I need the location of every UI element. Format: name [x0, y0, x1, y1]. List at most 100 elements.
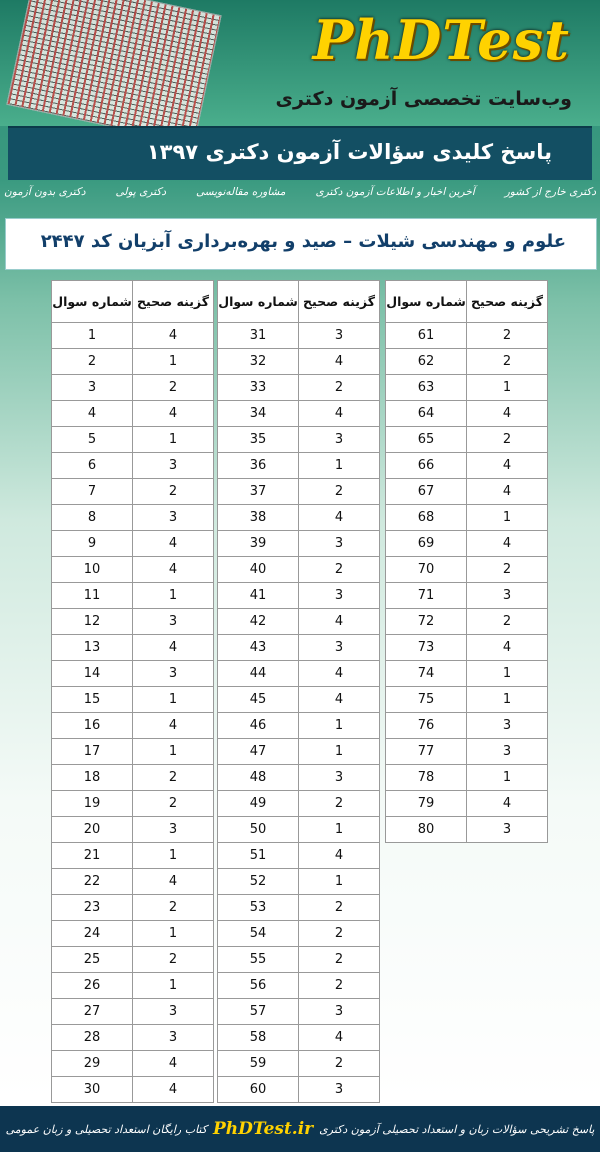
number-cell: 19	[51, 790, 133, 817]
number-cell: 36	[217, 452, 299, 479]
number-cell: 14	[51, 660, 133, 687]
answer-cell: 1	[298, 738, 380, 765]
logo[interactable]: PhDTest	[312, 8, 570, 72]
answer-cell: 2	[298, 374, 380, 401]
number-cell: 53	[217, 894, 299, 921]
subtitle: وب‌سایت تخصصی آزمون دکتری	[275, 88, 572, 110]
number-cell: 58	[217, 1024, 299, 1051]
answer-cell: 3	[132, 452, 214, 479]
row: 28 3	[51, 1024, 214, 1051]
number-cell: 3	[51, 374, 133, 401]
header: PhDTest وب‌سایت تخصصی آزمون دکتری	[0, 0, 600, 145]
row: 31 3	[217, 322, 380, 349]
nav-link[interactable]: دکتری بدون آزمون	[4, 186, 86, 198]
row: 36 1	[217, 452, 380, 479]
header-row: شماره سوال گزینه صحیح	[51, 280, 214, 323]
answer-cell: 4	[298, 1024, 380, 1051]
answer-cell: 3	[132, 608, 214, 635]
answer-cell: 2	[132, 894, 214, 921]
nav-link[interactable]: آخرین اخبار و اطلاعات آزمون دکتری	[315, 186, 475, 198]
row: 39 3	[217, 530, 380, 557]
answer-cell: 4	[132, 556, 214, 583]
answer-cell: 2	[466, 608, 548, 635]
number-cell: 22	[51, 868, 133, 895]
row: 41 3	[217, 582, 380, 609]
header-row: شماره سوال گزینه صحیح	[385, 280, 548, 323]
answer-cell: 2	[298, 972, 380, 999]
row: 24 1	[51, 920, 214, 947]
answer-cell: 1	[466, 504, 548, 531]
row: 69 4	[385, 530, 548, 557]
row: 21 1	[51, 842, 214, 869]
answer-cell: 4	[298, 504, 380, 531]
number-cell: 68	[385, 504, 467, 531]
number-cell: 69	[385, 530, 467, 557]
row: 70 2	[385, 556, 548, 583]
row: 48 3	[217, 764, 380, 791]
row: 46 1	[217, 712, 380, 739]
number-cell: 21	[51, 842, 133, 869]
footer-brand[interactable]: PhDTest.ir	[212, 1119, 314, 1139]
answer-cell: 3	[132, 816, 214, 843]
footer: پاسخ تشریحی سؤالات زبان و استعداد تحصیلی…	[0, 1106, 600, 1152]
number-cell: 29	[51, 1050, 133, 1077]
answer-cell: 3	[132, 1024, 214, 1051]
number-cell: 74	[385, 660, 467, 687]
number-cell: 47	[217, 738, 299, 765]
number-cell: 50	[217, 816, 299, 843]
row: 50 1	[217, 816, 380, 843]
answer-cell: 3	[466, 712, 548, 739]
row: 53 2	[217, 894, 380, 921]
row: 62 2	[385, 348, 548, 375]
number-cell: 64	[385, 400, 467, 427]
number-cell: 35	[217, 426, 299, 453]
number-cell: 73	[385, 634, 467, 661]
number-cell: 56	[217, 972, 299, 999]
answer-cell: 4	[466, 452, 548, 479]
nav-link[interactable]: دکتری پولی	[115, 186, 167, 198]
row: 67 4	[385, 478, 548, 505]
answer-cell: 1	[132, 738, 214, 765]
number-cell: 51	[217, 842, 299, 869]
nav-link[interactable]: دکتری خارج از کشور	[504, 186, 596, 198]
answer-table: شماره سوال گزینه صحیح 1 4 2 1 3 2 4 4 5 1 6 3 7 2 8 3 9 4 10…	[51, 280, 214, 1103]
header-cell: گزینه صحیح	[298, 280, 380, 323]
answer-cell: 3	[298, 634, 380, 661]
row: 43 3	[217, 634, 380, 661]
number-cell: 70	[385, 556, 467, 583]
number-cell: 18	[51, 764, 133, 791]
number-cell: 28	[51, 1024, 133, 1051]
footer-link[interactable]: پاسخ تشریحی سؤالات زبان و استعداد تحصیلی…	[319, 1122, 595, 1136]
nav: دکتری بدون آزمون دکتری پولی مشاوره مقاله‌ن…	[0, 186, 600, 210]
row: 58 4	[217, 1024, 380, 1051]
number-cell: 79	[385, 790, 467, 817]
row: 76 3	[385, 712, 548, 739]
row: 56 2	[217, 972, 380, 999]
row: 71 3	[385, 582, 548, 609]
answer-cell: 3	[298, 582, 380, 609]
row: 63 1	[385, 374, 548, 401]
answer-cell: 4	[298, 686, 380, 713]
footer-link[interactable]: کتاب رایگان استعداد تحصیلی و زبان عمومی	[5, 1122, 207, 1136]
answer-cell: 4	[132, 1076, 214, 1103]
row: 72 2	[385, 608, 548, 635]
number-cell: 1	[51, 322, 133, 349]
answer-cell: 4	[132, 712, 214, 739]
number-cell: 78	[385, 764, 467, 791]
number-cell: 17	[51, 738, 133, 765]
header-cell: شماره سوال	[51, 280, 133, 323]
number-cell: 39	[217, 530, 299, 557]
row: 66 4	[385, 452, 548, 479]
answer-cell: 2	[466, 348, 548, 375]
number-cell: 57	[217, 998, 299, 1025]
row: 45 4	[217, 686, 380, 713]
answer-cell: 3	[298, 426, 380, 453]
row: 61 2	[385, 322, 548, 349]
nav-link[interactable]: مشاوره مقاله‌نویسی	[196, 186, 286, 198]
answer-cell: 3	[298, 530, 380, 557]
number-cell: 67	[385, 478, 467, 505]
number-cell: 46	[217, 712, 299, 739]
